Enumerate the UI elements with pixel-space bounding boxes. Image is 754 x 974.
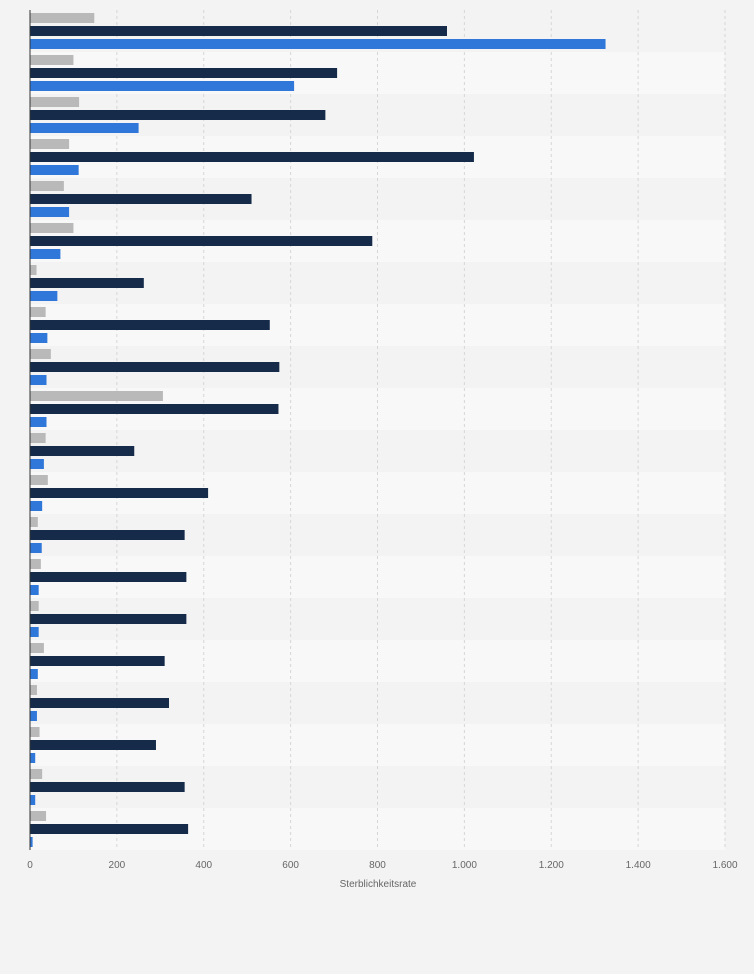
bar-series-3-bar [30, 123, 139, 133]
bar-series-3-bar [30, 501, 43, 511]
bar-series-1-bar [30, 601, 39, 611]
bar-series-3-bar [30, 627, 39, 637]
x-tick-label: 1.400 [626, 860, 651, 871]
bar-series-1-bar [30, 265, 37, 275]
bar-series-2-bar [30, 740, 156, 750]
bar-series-2-bar [30, 824, 189, 834]
bar-series-3-bar [30, 711, 37, 721]
bar-series-1-bar [30, 559, 41, 569]
bar-series-1-bar [30, 97, 80, 107]
x-tick-label: 200 [109, 860, 126, 871]
bar-series-1-bar [30, 13, 95, 23]
bar-series-2-bar [30, 194, 252, 204]
bar-series-2-bar [30, 530, 185, 540]
bar-series-2-bar [30, 236, 373, 246]
bar-series-2-bar [30, 68, 338, 78]
bar-series-3-bar [30, 669, 38, 679]
bar-series-3-bar [30, 375, 47, 385]
x-tick-label: 0 [27, 860, 33, 871]
bar-series-1-bar [30, 139, 70, 149]
bar-series-3-bar [30, 795, 36, 805]
bar-series-2-bar [30, 320, 270, 330]
bar-series-2-bar [30, 362, 280, 372]
bar-series-2-bar [30, 278, 144, 288]
x-tick-label: 400 [195, 860, 212, 871]
bar-series-1-bar [30, 727, 40, 737]
bar-series-3-bar [30, 81, 295, 91]
bar-series-3-bar [30, 165, 79, 175]
bars [30, 13, 606, 847]
x-tick-label: 600 [282, 860, 299, 871]
gridlines [116, 10, 726, 850]
bar-series-2-bar [30, 110, 326, 120]
bar-series-1-bar [30, 223, 74, 233]
bar-series-2-bar [30, 26, 447, 36]
bar-series-1-bar [30, 475, 48, 485]
bar-series-1-bar [30, 55, 74, 65]
bar-series-2-bar [30, 404, 279, 414]
bar-series-1-bar [30, 433, 46, 443]
x-tick-label: 1.000 [452, 860, 477, 871]
bar-series-3-bar [30, 417, 47, 427]
bar-series-1-bar [30, 391, 163, 401]
bar-series-1-bar [30, 181, 64, 191]
x-tick-label: 1.600 [712, 860, 737, 871]
bar-series-3-bar [30, 459, 44, 469]
bar-series-3-bar [30, 291, 58, 301]
bar-series-2-bar [30, 614, 187, 624]
bar-series-2-bar [30, 572, 187, 582]
x-tick-label: 800 [369, 860, 386, 871]
bar-series-1-bar [30, 685, 37, 695]
bar-series-1-bar [30, 349, 51, 359]
bar-series-1-bar [30, 517, 38, 527]
bar-series-3-bar [30, 249, 61, 259]
bar-series-3-bar [30, 753, 36, 763]
bar-series-2-bar [30, 152, 474, 162]
bar-series-1-bar [30, 307, 46, 317]
bar-series-3-bar [30, 543, 42, 553]
bar-series-2-bar [30, 782, 185, 792]
x-axis-label: Sterblichkeitsrate [340, 879, 417, 890]
bar-series-3-bar [30, 837, 33, 847]
bar-series-3-bar [30, 333, 48, 343]
bar-series-2-bar [30, 446, 135, 456]
bar-series-3-bar [30, 39, 606, 49]
bar-series-1-bar [30, 643, 44, 653]
bar-series-3-bar [30, 207, 70, 217]
bar-series-1-bar [30, 769, 43, 779]
bar-series-1-bar [30, 811, 47, 821]
bar-series-2-bar [30, 656, 165, 666]
x-tick-label: 1.200 [539, 860, 564, 871]
bar-series-3-bar [30, 585, 39, 595]
bar-series-2-bar [30, 488, 209, 498]
x-axis-ticks: 0 200 400 600 800 1.000 1.200 1.400 1.600 [27, 860, 738, 871]
bar-series-2-bar [30, 698, 169, 708]
